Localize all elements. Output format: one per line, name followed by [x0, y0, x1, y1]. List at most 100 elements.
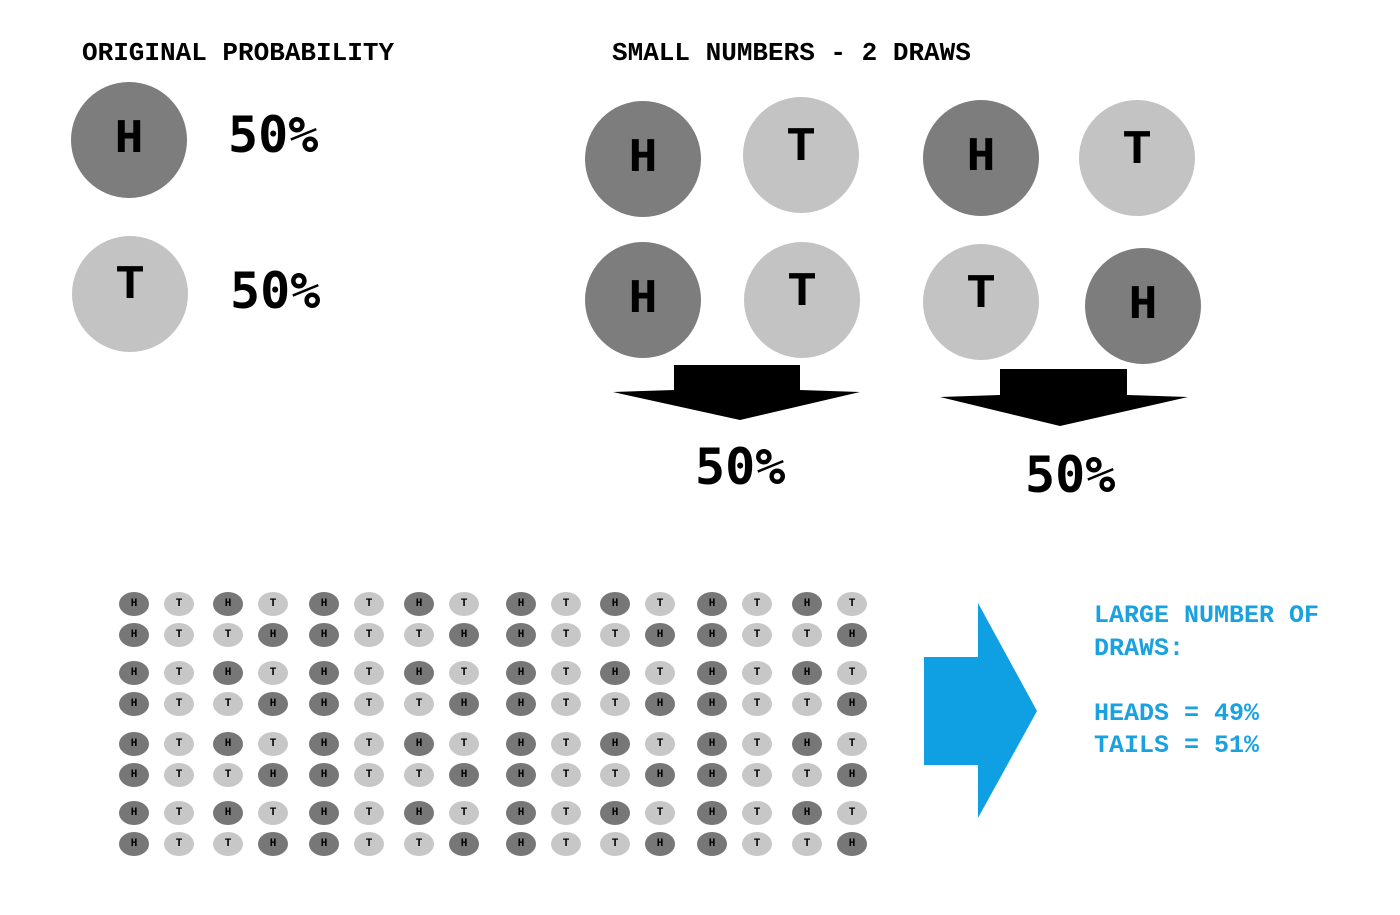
heads-coin-small: H — [697, 623, 727, 647]
heads-coin-small: H — [837, 623, 867, 647]
heads-coin-small: H — [404, 732, 434, 756]
heads-coin-small: H — [404, 661, 434, 685]
tails-coin-small: T — [792, 692, 822, 716]
tails-coin-small: T — [213, 832, 243, 856]
heads-coin-small: H — [506, 623, 536, 647]
tails-coin-small: T — [645, 592, 675, 616]
tails-coin-small: T — [354, 661, 384, 685]
tails-coin-small: T — [551, 763, 581, 787]
tails-coin-small: T — [600, 623, 630, 647]
tails-coin-small: T — [164, 801, 194, 825]
summary-line: TAILS = 51% — [1094, 731, 1260, 760]
tails-coin-small: T — [645, 801, 675, 825]
tails-coin-small: T — [742, 801, 772, 825]
tails-coin-small: T — [449, 801, 479, 825]
tails-coin-small: T — [354, 832, 384, 856]
heads-coin-small: H — [119, 763, 149, 787]
heads-coin-small: H — [792, 661, 822, 685]
draw-coin: H — [1085, 248, 1201, 364]
tails-coin-small: T — [164, 692, 194, 716]
tails-coin: T — [72, 236, 188, 352]
draw-coin: T — [923, 244, 1039, 360]
draw-coin: H — [923, 100, 1039, 216]
tails-coin-small: T — [213, 623, 243, 647]
group-1-result: 50% — [695, 438, 786, 496]
heads-coin-small: H — [258, 623, 288, 647]
heads-coin-small: H — [119, 592, 149, 616]
heads-coin-small: H — [837, 832, 867, 856]
heads-coin-small: H — [404, 801, 434, 825]
tails-coin-small: T — [645, 661, 675, 685]
heads-coin-small: H — [792, 592, 822, 616]
tails-coin-small: T — [551, 623, 581, 647]
coin-face-label: H — [628, 132, 658, 186]
tails-coin-small: T — [792, 623, 822, 647]
heads-coin-small: H — [119, 692, 149, 716]
tails-coin-small: T — [551, 692, 581, 716]
heads-coin-small: H — [258, 763, 288, 787]
tails-coin-small: T — [742, 692, 772, 716]
heads-coin-small: H — [645, 623, 675, 647]
tails-coin-small: T — [354, 623, 384, 647]
heads-coin-small: H — [506, 801, 536, 825]
tails-coin-small: T — [164, 763, 194, 787]
heads-coin-small: H — [697, 592, 727, 616]
tails-coin-small: T — [742, 763, 772, 787]
heads-coin-small: H — [449, 692, 479, 716]
tails-coin-small: T — [354, 763, 384, 787]
heads-coin-small: H — [697, 763, 727, 787]
tails-coin-small: T — [258, 801, 288, 825]
heads-coin-small: H — [309, 661, 339, 685]
heads-coin-small: H — [837, 763, 867, 787]
heads-coin-small: H — [309, 763, 339, 787]
heads-coin-small: H — [258, 832, 288, 856]
tails-coin-small: T — [837, 661, 867, 685]
draw-coin: T — [1079, 100, 1195, 216]
tails-coin-small: T — [354, 732, 384, 756]
tails-coin-small: T — [449, 592, 479, 616]
coin-face-label: H — [114, 113, 144, 167]
tails-coin-small: T — [551, 732, 581, 756]
heads-coin-small: H — [837, 692, 867, 716]
heads-coin-small: H — [309, 801, 339, 825]
heads-coin-small: H — [309, 592, 339, 616]
heads-coin-small: H — [600, 661, 630, 685]
heads-coin-small: H — [697, 661, 727, 685]
tails-coin-small: T — [837, 801, 867, 825]
heads-coin-small: H — [645, 832, 675, 856]
tails-coin-small: T — [404, 623, 434, 647]
summary-line: LARGE NUMBER OF — [1094, 601, 1320, 630]
tails-coin-small: T — [404, 692, 434, 716]
tails-coin-small: T — [837, 732, 867, 756]
tails-coin-small: T — [792, 832, 822, 856]
heads-coin-small: H — [213, 661, 243, 685]
heads-coin-small: H — [309, 832, 339, 856]
heads-coin: H — [71, 82, 187, 198]
heads-coin-small: H — [213, 592, 243, 616]
tails-coin-small: T — [742, 623, 772, 647]
heads-coin-small: H — [506, 832, 536, 856]
tails-coin-small: T — [449, 732, 479, 756]
heads-coin-small: H — [506, 661, 536, 685]
tails-coin-small: T — [837, 592, 867, 616]
heads-coin-small: H — [119, 661, 149, 685]
tails-coin-small: T — [258, 732, 288, 756]
tails-coin-small: T — [551, 592, 581, 616]
heads-coin-small: H — [119, 732, 149, 756]
draw-coin: H — [585, 101, 701, 217]
heads-coin-small: H — [449, 832, 479, 856]
tails-coin-small: T — [404, 832, 434, 856]
coin-face-label: H — [628, 273, 658, 327]
coin-face-label: T — [786, 121, 816, 175]
tails-probability: 50% — [230, 262, 321, 320]
coin-face-label: H — [1128, 279, 1158, 333]
heads-coin-small: H — [697, 692, 727, 716]
heads-coin-small: H — [506, 592, 536, 616]
heads-coin-small: H — [213, 801, 243, 825]
heads-coin-small: H — [119, 801, 149, 825]
heads-coin-small: H — [697, 732, 727, 756]
tails-coin-small: T — [354, 592, 384, 616]
heads-coin-small: H — [600, 592, 630, 616]
heads-coin-small: H — [792, 801, 822, 825]
right-arrow-icon — [924, 603, 1037, 818]
